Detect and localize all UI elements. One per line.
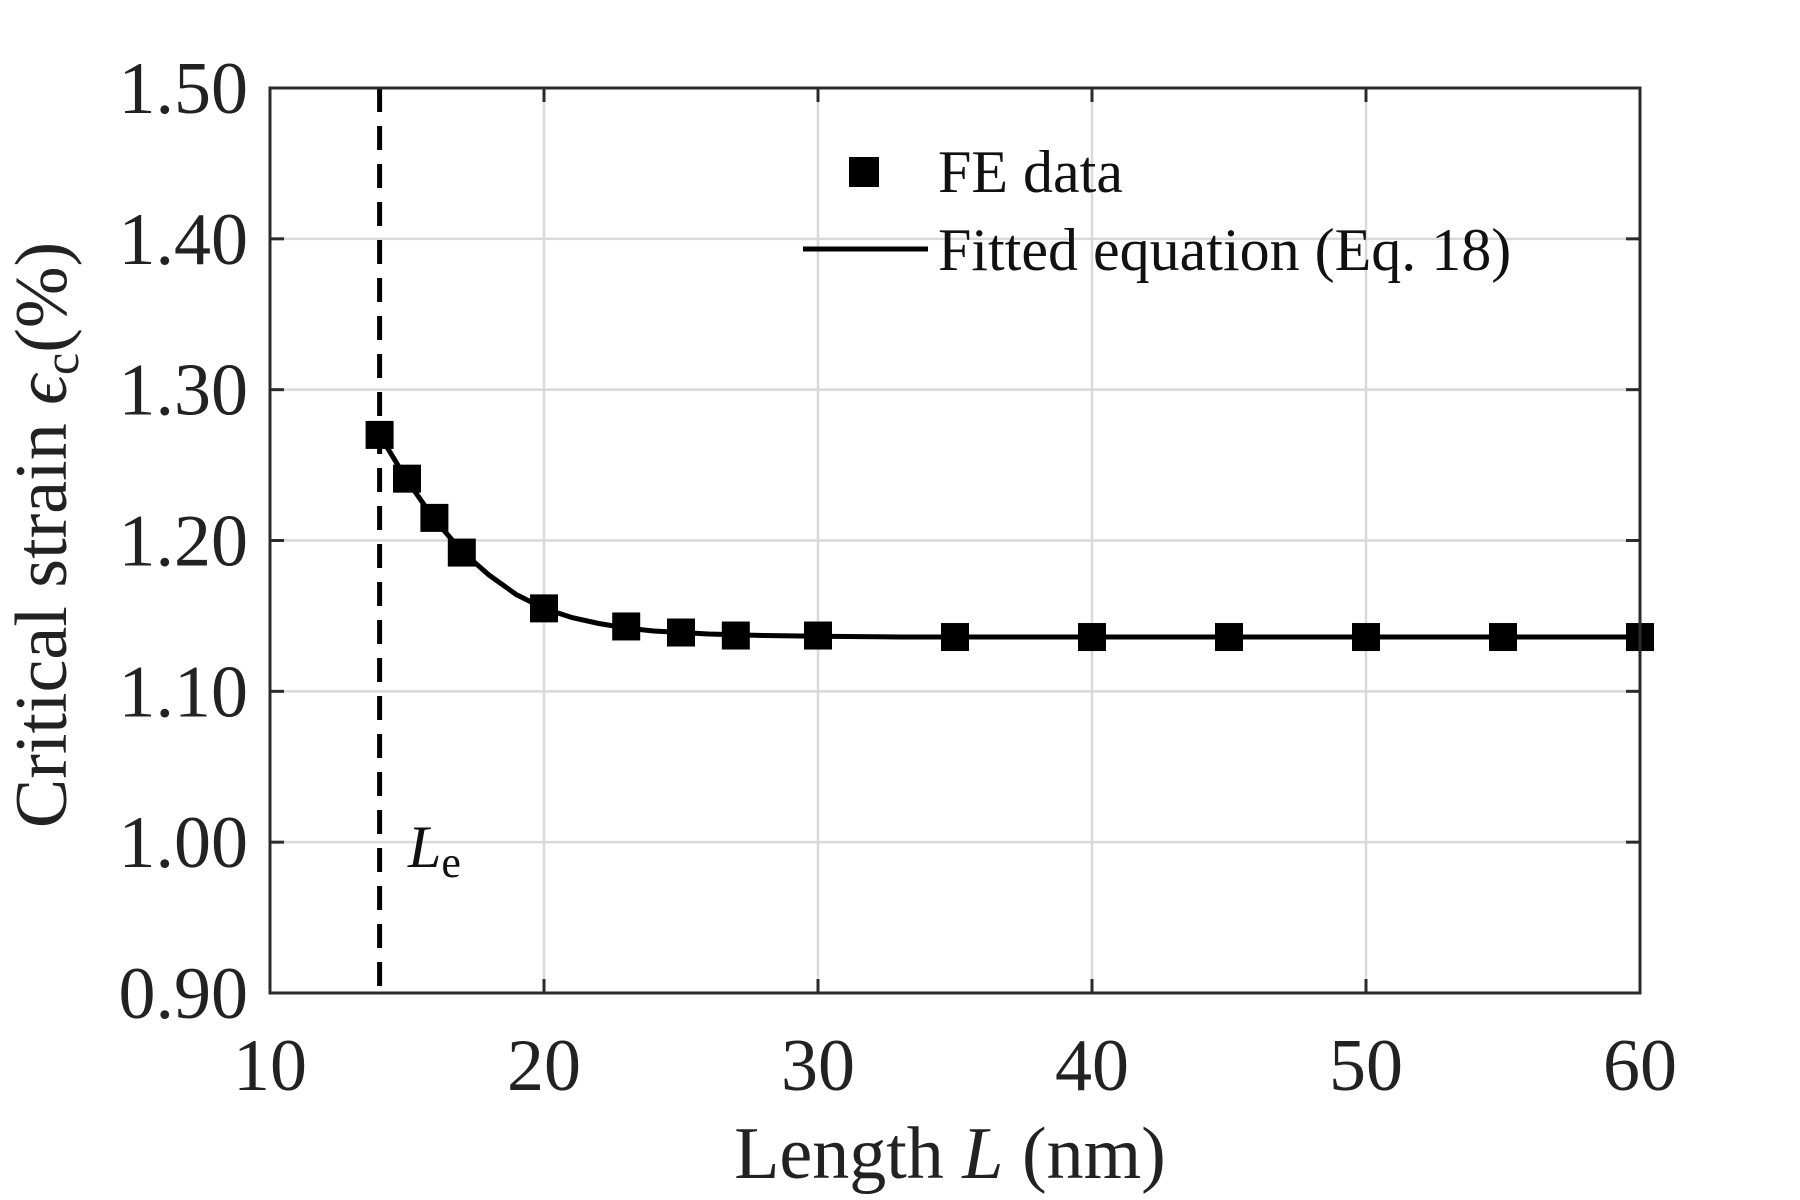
y-tick-label: 1.10 [119, 651, 249, 733]
legend-marker-fe-data [849, 157, 879, 187]
grid-lines [270, 88, 1640, 993]
le-annotation-var: L [407, 814, 441, 880]
fe-data-point [1215, 623, 1243, 652]
y-axis-title-post: (%) [1, 242, 83, 353]
fe-data-point [612, 612, 641, 641]
y-tick-label: 1.30 [119, 350, 249, 432]
y-tick-label: 1.40 [119, 199, 249, 281]
x-tick-label: 30 [781, 1025, 855, 1107]
x-tick-label: 50 [1329, 1025, 1403, 1107]
fe-data-point [804, 621, 832, 650]
y-tick-label: 0.90 [119, 953, 249, 1035]
y-axis-title-pre: Critical strain [1, 405, 83, 828]
fe-data-point [365, 420, 394, 449]
le-annotation-sub: e [441, 838, 461, 887]
series-layer [365, 420, 1654, 652]
x-tick-label: 60 [1603, 1025, 1677, 1107]
fitted-curve [377, 433, 1640, 640]
fe-data-point [420, 503, 449, 532]
fe-data-point [393, 464, 421, 493]
x-tick-label: 10 [233, 1025, 307, 1107]
x-axis-title-var: L [961, 1113, 1003, 1195]
tick-labels: 10 20 30 40 50 60 0.90 1.00 1.10 1.20 1.30 1.40 1.50 [119, 48, 1678, 1107]
legend-label-fe-data: FE data [938, 139, 1123, 205]
y-axis-title-sub: c [33, 353, 89, 375]
x-axis-title: Length L (nm) [734, 1113, 1166, 1195]
x-tick-label: 40 [1055, 1025, 1129, 1107]
legend-label-fitted: Fitted equation (Eq. 18) [938, 217, 1511, 283]
fe-data-point [721, 621, 750, 650]
fe-data-point [447, 538, 476, 567]
x-tick-label: 20 [507, 1025, 581, 1107]
x-axis-title-pre: Length [734, 1113, 962, 1195]
axis-ticks [268, 86, 1642, 995]
fe-data-point [530, 594, 558, 623]
fe-data-point [1078, 623, 1106, 652]
fe-data-point [941, 623, 969, 652]
y-axis-title-var: ϵ [1, 372, 83, 405]
y-tick-label: 1.50 [119, 48, 249, 130]
fe-data-point [667, 618, 695, 647]
x-axis-title-post: (nm) [1003, 1113, 1165, 1195]
fe-data-point [1489, 623, 1517, 652]
y-tick-label: 1.20 [119, 501, 249, 583]
legend: FE data Fitted equation (Eq. 18) [803, 139, 1511, 283]
fe-data-point [1352, 623, 1380, 652]
le-annotation: Le [407, 814, 461, 887]
y-axis-title: Critical strain ϵc(%) [1, 242, 89, 828]
y-tick-label: 1.00 [119, 802, 249, 884]
